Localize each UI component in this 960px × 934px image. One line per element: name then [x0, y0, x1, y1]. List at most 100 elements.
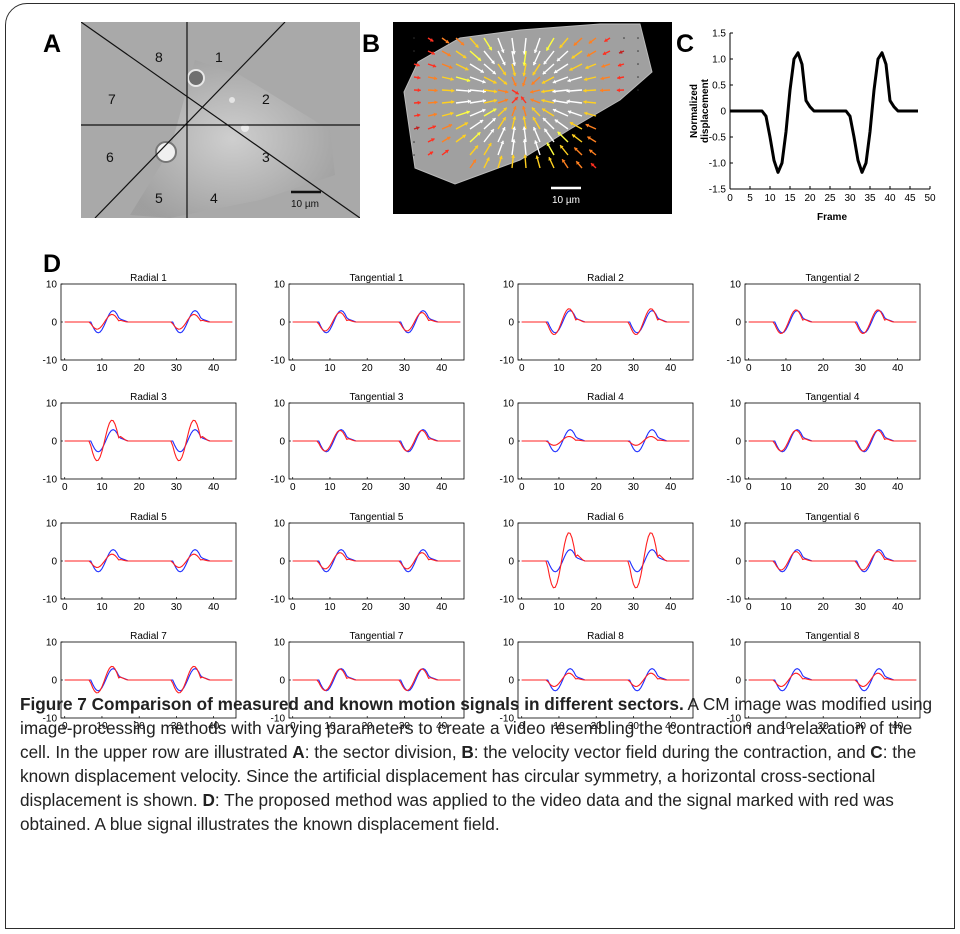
caption-text: : The proposed method was applied to the…: [20, 790, 894, 834]
y-axis-label-line2: displacement: [700, 78, 711, 143]
scale-bar-label: 10 µm: [552, 195, 580, 206]
velocity-arrow-head: [541, 89, 545, 94]
x-tick-label: 10: [553, 482, 565, 493]
vector-point: [413, 50, 415, 52]
cell-granule: [229, 97, 235, 103]
x-tick-label: 40: [665, 602, 677, 613]
velocity-arrow-head: [542, 117, 547, 122]
x-tick-label: 30: [399, 721, 411, 732]
velocity-arrow-head: [492, 118, 496, 122]
velocity-arrow-head: [512, 126, 517, 130]
y-tick-label: -10: [500, 475, 515, 486]
subplot: Tangential 2 0 10 20 30 40 10 0 -10: [727, 273, 921, 374]
subplot: Radial 2 0 10 20 30 40 10 0 -10: [500, 273, 694, 374]
velocity-arrow-head: [481, 108, 486, 113]
velocity-arrow-head: [522, 72, 527, 77]
displacement-series: [730, 51, 918, 174]
velocity-arrow-head: [448, 123, 453, 128]
velocity-arrow-head: [566, 99, 570, 104]
velocity-arrow-head: [521, 96, 525, 101]
vector-point: [413, 37, 415, 39]
velocity-arrow-head: [588, 40, 593, 44]
velocity-arrow-head: [416, 113, 421, 118]
x-tick-label: 15: [784, 193, 796, 204]
vector-point: [637, 76, 639, 78]
y-tick-label: 10: [503, 280, 515, 291]
y-tick-label: -10: [727, 475, 742, 486]
x-tick-label: 20: [134, 602, 146, 613]
subplot-title: Tangential 1: [350, 273, 404, 284]
velocity-arrow-head: [492, 80, 497, 84]
x-tick-label: 40: [892, 363, 904, 374]
x-tick-label: 0: [519, 602, 525, 613]
scale-bar-label: 10 µm: [291, 199, 319, 210]
velocity-arrow-head: [600, 88, 604, 93]
x-tick-label: 40: [208, 482, 220, 493]
velocity-arrow-head: [522, 106, 526, 110]
sector-label: 4: [210, 190, 218, 206]
y-tick-label: 10: [274, 280, 286, 291]
y-tick-label: -10: [271, 595, 286, 606]
velocity-arrow-head: [488, 46, 492, 51]
velocity-arrow-head: [522, 62, 527, 66]
x-tick-label: 0: [62, 363, 68, 374]
x-tick-label: 0: [727, 193, 733, 204]
velocity-arrow-head: [447, 52, 451, 57]
subplot: Radial 7 0 10 20 30 40 10 0 -10: [43, 631, 237, 732]
panel-a-sector-image: 1 2 3 4 5 6 7 8 10 µm: [81, 22, 360, 218]
x-tick-label: 30: [399, 482, 411, 493]
velocity-arrow-head: [417, 100, 421, 105]
velocity-arrow-head: [554, 119, 559, 123]
velocity-arrow-head: [522, 126, 527, 130]
measured-signal-line: [64, 553, 233, 568]
velocity-arrow-head: [604, 38, 608, 42]
subplot: Tangential 7 0 10 20 30 40 10 0 -10: [271, 631, 465, 732]
y-tick-label: 10: [46, 638, 58, 649]
velocity-arrow-head: [546, 142, 551, 147]
x-tick-label: 0: [290, 602, 296, 613]
measured-signal-line: [292, 552, 461, 570]
y-tick-label: -10: [500, 595, 515, 606]
velocity-arrow-head: [548, 157, 553, 161]
subplot-title: Radial 1: [130, 273, 167, 284]
velocity-arrow-head: [503, 80, 508, 85]
subplot: Tangential 6 0 10 20 30 40 10 0 -10: [727, 512, 921, 613]
y-tick-label: -10: [727, 356, 742, 367]
velocity-arrow-head: [434, 100, 438, 105]
measured-signal-line: [292, 429, 461, 452]
y-tick-label: -10: [271, 714, 286, 725]
x-tick-label: 30: [855, 482, 867, 493]
velocity-arrow-head: [602, 51, 607, 55]
x-tick-label: 20: [591, 602, 603, 613]
y-tick-label: 10: [274, 399, 286, 410]
velocity-arrow-head: [500, 49, 505, 53]
velocity-arrow-head: [586, 52, 591, 57]
velocity-arrow-head: [552, 79, 557, 84]
y-tick-label: 0: [51, 318, 57, 329]
x-tick-label: 0: [290, 721, 296, 732]
velocity-arrow-head: [512, 72, 517, 77]
velocity-arrow-head: [492, 70, 496, 75]
x-tick-label: 20: [818, 482, 830, 493]
velocity-arrow-head: [530, 98, 534, 103]
velocity-arrow-head: [429, 38, 434, 42]
y-tick-label: -10: [43, 595, 58, 606]
subplot: Radial 3 0 10 20 30 40 10 0 -10: [43, 392, 237, 493]
x-tick-label: 20: [818, 721, 830, 732]
velocity-arrow-head: [585, 65, 589, 70]
velocity-arrow-head: [534, 140, 538, 144]
velocity-arrow-head: [460, 41, 465, 46]
caption-ref-b: B: [461, 742, 474, 762]
x-tick-label: 30: [844, 193, 856, 204]
subplot-title: Radial 2: [587, 273, 624, 284]
subplot: Radial 1 0 10 20 30 40 10 0 -10: [43, 273, 237, 374]
velocity-arrow-head: [543, 60, 548, 65]
x-tick-label: 10: [324, 363, 336, 374]
velocity-arrow-head: [552, 108, 557, 113]
cell-granule: [241, 124, 249, 132]
y-tick-label: -10: [727, 714, 742, 725]
measured-signal-line: [521, 532, 690, 589]
sector-label: 2: [262, 91, 270, 107]
velocity-arrow-head: [512, 106, 517, 110]
velocity-arrow-head: [541, 98, 545, 103]
